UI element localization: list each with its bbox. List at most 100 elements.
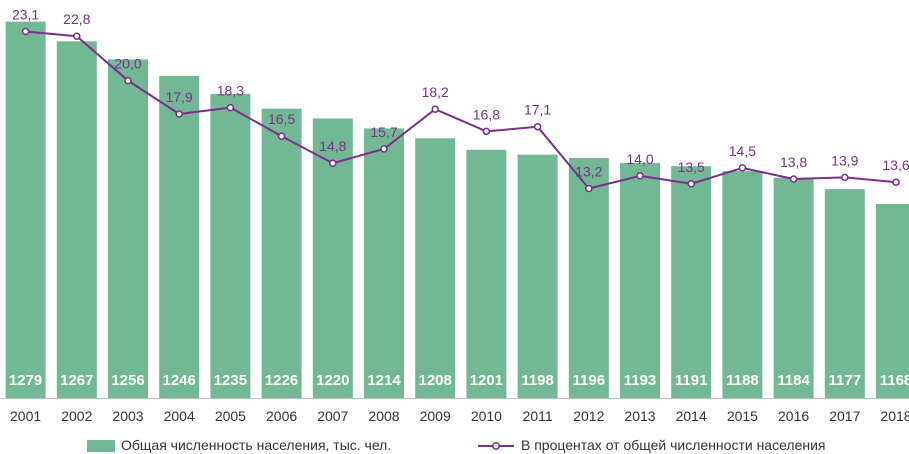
pct-label-2004: 17,9 xyxy=(166,89,193,105)
pct-label-2017: 13,9 xyxy=(831,152,858,168)
x-tick-2013: 2013 xyxy=(624,408,655,424)
pct-label-2011: 17,1 xyxy=(524,102,551,118)
bar-label-2016: 1184 xyxy=(777,372,810,389)
bar-label-2017: 1177 xyxy=(829,372,862,389)
pct-label-2008: 15,7 xyxy=(370,124,397,140)
bar-label-2001: 1279 xyxy=(9,372,42,389)
pct-point-2017 xyxy=(841,173,849,182)
pct-label-2003: 20,0 xyxy=(114,56,141,72)
x-tick-2004: 2004 xyxy=(164,408,195,424)
bar-2005 xyxy=(210,93,251,399)
pct-label-2014: 13,5 xyxy=(678,159,705,175)
legend-line-label: В процентах от общей численности населен… xyxy=(521,437,826,453)
pct-label-2012: 13,2 xyxy=(575,164,602,180)
bar-label-2002: 1267 xyxy=(60,372,93,389)
pct-line xyxy=(25,30,897,190)
bar-label-2015: 1188 xyxy=(726,372,759,389)
bar-series xyxy=(5,21,909,399)
pct-label-2002: 22,8 xyxy=(63,11,90,27)
pct-point-2005 xyxy=(226,103,235,112)
x-tick-2002: 2002 xyxy=(61,408,92,424)
bar-label-2005: 1235 xyxy=(214,372,247,389)
bar-2018 xyxy=(876,204,909,398)
bar-label-2004: 1246 xyxy=(163,372,196,389)
x-tick-2018: 2018 xyxy=(880,408,909,424)
x-tick-2009: 2009 xyxy=(420,408,451,424)
bar-label-2012: 1196 xyxy=(573,372,606,389)
pct-point-2016 xyxy=(789,175,798,183)
x-tick-2017: 2017 xyxy=(829,408,860,424)
pct-point-2004 xyxy=(175,110,183,118)
bar-2013 xyxy=(620,162,660,398)
pct-point-2009 xyxy=(431,105,439,113)
x-tick-2003: 2003 xyxy=(112,408,143,424)
x-tick-2011: 2011 xyxy=(523,408,553,424)
pct-label-2015: 14,5 xyxy=(729,143,756,159)
bar-value-labels: 1279 1267 1256 1246 1235 1226 1220 1214 1208 1201… xyxy=(9,372,909,389)
x-tick-2006: 2006 xyxy=(266,408,297,424)
pct-label-2010: 16,8 xyxy=(473,106,500,122)
pct-label-2013: 14,0 xyxy=(626,151,653,167)
pct-point-2010 xyxy=(482,127,491,136)
pct-point-2011 xyxy=(533,122,542,131)
pct-label-2005: 18,3 xyxy=(217,83,244,99)
bar-label-2018: 1168 xyxy=(880,372,909,389)
pct-point-2003 xyxy=(124,76,132,85)
bar-2008 xyxy=(364,128,404,398)
bar-2006 xyxy=(261,108,302,398)
bar-label-2014: 1191 xyxy=(675,372,708,389)
pct-label-2018: 13,6 xyxy=(882,157,909,173)
bar-2014 xyxy=(671,166,712,398)
x-axis-tick-labels: 2001 2002 2003 2004 2005 2006 2007 2008 2009 2010… xyxy=(10,408,909,424)
bar-label-2009: 1208 xyxy=(419,372,452,389)
x-tick-2015: 2015 xyxy=(727,408,758,424)
bar-2012 xyxy=(568,158,609,398)
bar-2016 xyxy=(773,177,814,398)
bar-label-2013: 1193 xyxy=(624,372,657,389)
legend-bar-swatch xyxy=(87,440,115,452)
legend-bar-label: Общая численность населения, тыс. чел. xyxy=(121,437,391,453)
pct-point-2001 xyxy=(21,27,30,36)
bar-2015 xyxy=(722,171,763,398)
pct-point-2007 xyxy=(329,159,337,167)
bar-2003 xyxy=(108,59,148,399)
x-tick-2012: 2012 xyxy=(573,408,604,424)
bar-2011 xyxy=(517,154,558,398)
legend-line-marker xyxy=(492,442,500,450)
bar-2017 xyxy=(824,189,865,398)
bar-label-2006: 1226 xyxy=(265,372,298,389)
bar-label-2011: 1198 xyxy=(521,372,554,389)
pct-point-2006 xyxy=(277,132,286,140)
pct-point-2013 xyxy=(636,172,644,180)
pct-point-2012 xyxy=(585,184,593,193)
pct-point-2014 xyxy=(687,180,695,188)
bar-label-2003: 1256 xyxy=(111,372,144,389)
pct-point-2002 xyxy=(73,32,81,40)
pct-label-2009: 18,2 xyxy=(422,84,449,100)
line-value-labels: 23,1 22,8 20,0 17,9 18,3 16,5 14,8 15,7 18,2 16,8… xyxy=(12,7,909,180)
pct-label-2006: 16,5 xyxy=(268,111,295,127)
bar-label-2010: 1201 xyxy=(470,372,503,389)
x-tick-2014: 2014 xyxy=(676,408,707,424)
x-tick-2005: 2005 xyxy=(215,408,246,424)
x-tick-2001: 2001 xyxy=(10,408,41,424)
bar-2002 xyxy=(56,41,97,399)
bar-2009 xyxy=(415,138,456,399)
line-series xyxy=(21,27,900,193)
bar-2001 xyxy=(5,21,46,398)
bar-label-2007: 1220 xyxy=(316,372,349,389)
x-tick-2007: 2007 xyxy=(317,408,348,424)
pct-point-2015 xyxy=(738,164,747,172)
pct-label-2007: 14,8 xyxy=(319,138,346,154)
bar-label-2008: 1214 xyxy=(367,372,401,389)
x-tick-2010: 2010 xyxy=(471,408,502,424)
pct-label-2001: 23,1 xyxy=(12,7,39,23)
pct-label-2016: 13,8 xyxy=(780,154,807,170)
bar-2010 xyxy=(466,149,507,398)
x-tick-2016: 2016 xyxy=(778,408,809,424)
pct-point-2008 xyxy=(380,145,388,153)
legend: Общая численность населения, тыс. чел. В… xyxy=(87,437,826,453)
pct-point-2018 xyxy=(892,178,900,186)
bar-2004 xyxy=(159,75,200,399)
